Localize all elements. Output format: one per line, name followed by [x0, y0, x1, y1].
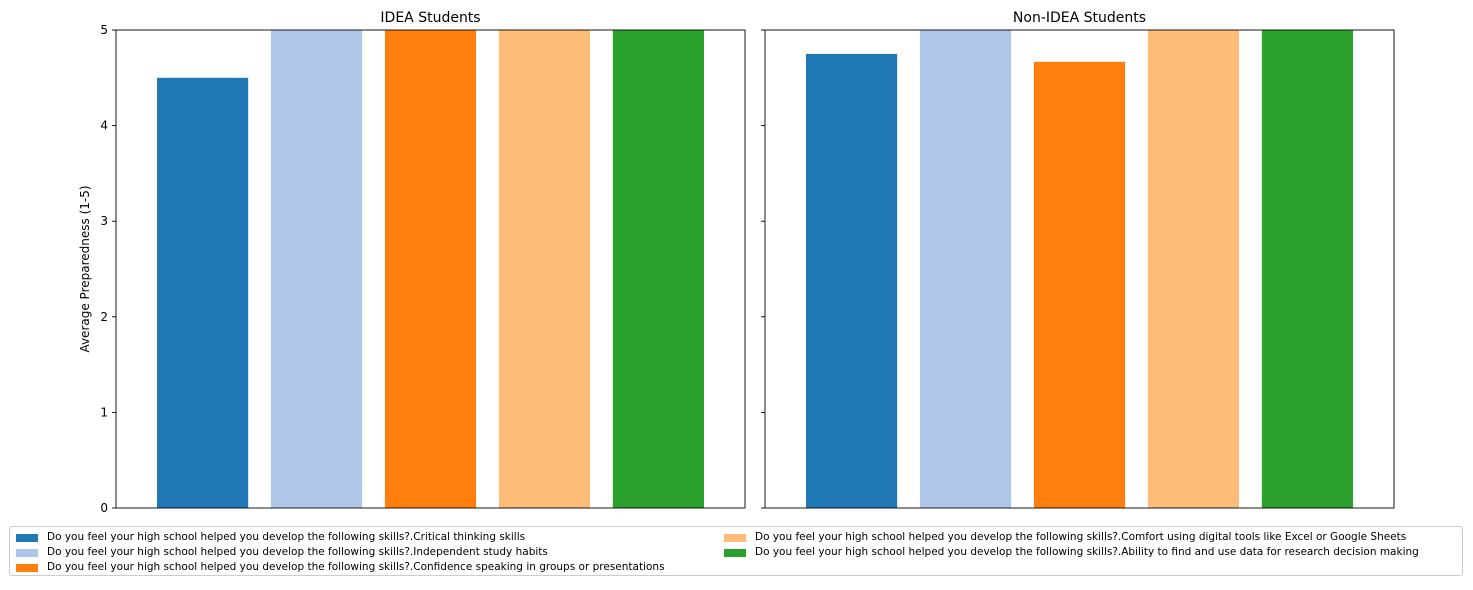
y-tick-label-0-5: 5 [100, 23, 108, 37]
bar-1-2 [1033, 61, 1126, 508]
chart-legend: Do you feel your high school helped you … [9, 526, 1463, 576]
legend-item-2: Do you feel your high school helped you … [16, 560, 665, 575]
bar-1-1 [919, 30, 1012, 508]
legend-swatch-1 [16, 548, 38, 557]
legend-swatch-2 [16, 563, 38, 572]
legend-label-3: Do you feel your high school helped you … [755, 531, 1407, 543]
bar-1-4 [1261, 30, 1353, 508]
legend-label-4: Do you feel your high school helped you … [755, 546, 1419, 558]
legend-item-4: Do you feel your high school helped you … [724, 545, 1419, 560]
bar-1-0 [806, 53, 898, 509]
legend-item-1: Do you feel your high school helped you … [16, 545, 548, 560]
bar-0-1 [270, 30, 363, 508]
bar-0-3 [498, 30, 591, 508]
bar-0-4 [612, 30, 704, 508]
legend-item-3: Do you feel your high school helped you … [724, 530, 1406, 545]
chart-panel-1: Non-IDEA Students [761, 10, 1395, 509]
y-tick-label-0-2: 2 [100, 310, 108, 324]
y-axis-label-0: Average Preparedness (1-5) [78, 185, 92, 352]
legend-swatch-0 [16, 533, 38, 542]
panel-title-0: IDEA Students [380, 10, 480, 26]
legend-swatch-3 [724, 533, 746, 542]
legend-label-0: Do you feel your high school helped you … [47, 531, 526, 543]
plot-frame-1 [764, 29, 1395, 509]
y-tick-label-0-0: 0 [100, 501, 108, 515]
chart-panel-0: 0 1 2 3 4 5 IDEA Students Average Preparedness … [78, 10, 746, 515]
legend-swatch-4 [724, 548, 746, 557]
y-tick-label-0-1: 1 [100, 405, 108, 419]
bar-0-2 [384, 30, 477, 508]
y-tick-label-0-4: 4 [100, 119, 108, 133]
legend-label-2: Do you feel your high school helped you … [47, 561, 665, 573]
panel-title-1: Non-IDEA Students [1013, 10, 1146, 26]
plot-frame-0 [115, 29, 746, 509]
y-tick-label-0-3: 3 [100, 214, 108, 228]
bar-1-3 [1147, 30, 1240, 508]
bar-0-0 [157, 77, 249, 509]
legend-label-1: Do you feel your high school helped you … [47, 546, 548, 558]
legend-item-0: Do you feel your high school helped you … [16, 530, 525, 545]
